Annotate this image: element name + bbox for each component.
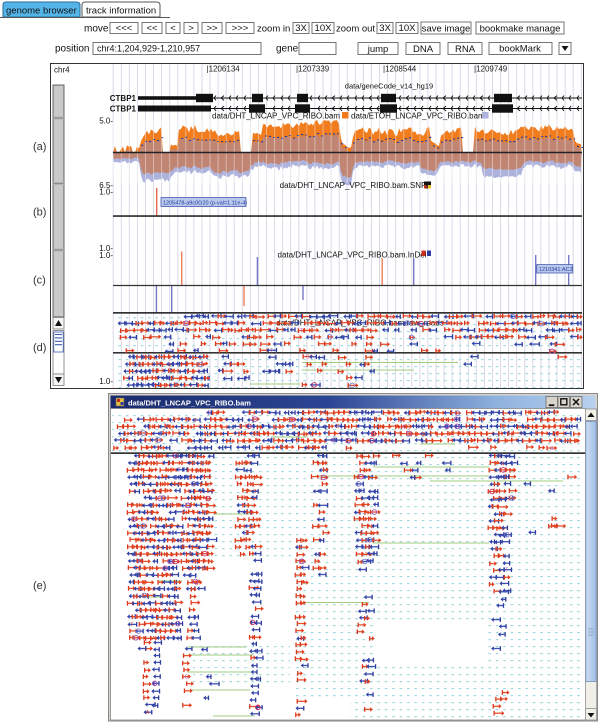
- svg-text:genome browser: genome browser: [6, 6, 77, 17]
- svg-text:G: G: [550, 446, 554, 452]
- svg-text:(c): (c): [33, 275, 46, 287]
- svg-text:<<<: <<<: [116, 23, 133, 34]
- svg-text:T: T: [477, 335, 480, 341]
- svg-text:A: A: [244, 461, 248, 467]
- svg-text:data/DHT_LNCAP_VPC_RIBO.bam.In: data/DHT_LNCAP_VPC_RIBO.bam.InDel: [278, 251, 427, 260]
- svg-text:DNA: DNA: [413, 44, 434, 55]
- svg-text:A: A: [146, 710, 150, 716]
- svg-text:3X: 3X: [379, 23, 391, 34]
- svg-text:1.0-: 1.0-: [99, 188, 113, 197]
- svg-text:(e): (e): [33, 580, 46, 592]
- svg-text:chr4:1,204,929-1,210,957: chr4:1,204,929-1,210,957: [97, 44, 200, 54]
- svg-text:C: C: [154, 681, 158, 687]
- svg-text:T: T: [365, 552, 368, 558]
- svg-text:CTBP1: CTBP1: [110, 105, 137, 114]
- svg-text:5.0-: 5.0-: [99, 117, 113, 126]
- svg-text:G: G: [331, 438, 335, 444]
- svg-text:A: A: [207, 524, 211, 530]
- svg-text:bookMark: bookMark: [499, 44, 541, 55]
- svg-text:1.0-: 1.0-: [99, 244, 113, 253]
- svg-text:A: A: [328, 417, 332, 423]
- svg-text:1210341:AC3: 1210341:AC3: [539, 267, 573, 273]
- svg-text:(b): (b): [33, 207, 46, 219]
- svg-text:T: T: [178, 468, 181, 474]
- svg-text:G: G: [207, 411, 211, 417]
- svg-text:zoom in: zoom in: [257, 24, 290, 35]
- svg-text:T: T: [130, 622, 133, 628]
- svg-text:C: C: [306, 355, 310, 361]
- svg-text:data/DHT_LNCAP_VPC_RIBO.bam: data/DHT_LNCAP_VPC_RIBO.bam: [128, 398, 251, 407]
- svg-text:A: A: [138, 559, 142, 565]
- svg-text:chr4: chr4: [54, 66, 70, 75]
- svg-text:10X: 10X: [399, 23, 417, 34]
- svg-text:10X: 10X: [315, 23, 333, 34]
- svg-text:T: T: [270, 348, 273, 354]
- svg-text:>>>: >>>: [232, 23, 249, 34]
- svg-text:A: A: [198, 469, 202, 475]
- svg-text:<: <: [170, 23, 176, 34]
- svg-text:T: T: [395, 453, 398, 459]
- svg-text:A: A: [152, 636, 156, 642]
- svg-text:C: C: [185, 675, 189, 681]
- svg-text:T: T: [505, 568, 508, 574]
- svg-text:move: move: [84, 24, 109, 35]
- svg-text:position: position: [55, 44, 89, 55]
- svg-text:CTBP1: CTBP1: [110, 94, 137, 103]
- svg-text:|1206134: |1206134: [207, 65, 241, 74]
- svg-text:data/geneCode_v14_hg19: data/geneCode_v14_hg19: [345, 82, 433, 91]
- svg-text:3X: 3X: [295, 23, 307, 34]
- svg-text:track information: track information: [86, 6, 156, 17]
- svg-text:bookmake manage: bookmake manage: [480, 24, 561, 35]
- svg-text:data/ETOH_LNCAP_VPC_RIBO.bam: data/ETOH_LNCAP_VPC_RIBO.bam: [351, 112, 485, 121]
- svg-text:zoom out: zoom out: [336, 24, 375, 35]
- svg-text:1.0-: 1.0-: [99, 251, 113, 260]
- svg-text:C: C: [389, 315, 393, 321]
- svg-text:|1207339: |1207339: [296, 65, 330, 74]
- svg-text:RNA: RNA: [455, 44, 476, 55]
- svg-text:|1209749: |1209749: [474, 65, 508, 74]
- svg-text:6.5-: 6.5-: [99, 181, 113, 190]
- svg-text:jump: jump: [367, 44, 389, 55]
- svg-text:<<: <<: [146, 23, 158, 34]
- svg-text:C: C: [336, 424, 340, 430]
- svg-text:T: T: [300, 329, 303, 335]
- svg-text:A: A: [402, 425, 406, 431]
- svg-text:>: >: [188, 23, 194, 34]
- svg-text:G: G: [407, 425, 411, 431]
- svg-text:T: T: [194, 418, 197, 424]
- svg-text:>>: >>: [206, 23, 218, 34]
- svg-text:T: T: [423, 410, 426, 416]
- svg-text:C: C: [287, 417, 291, 423]
- svg-text:data/DHT_LNCAP_VPC_RIBO.bam.SN: data/DHT_LNCAP_VPC_RIBO.bam.SNPs: [280, 181, 431, 190]
- svg-text:1.0-: 1.0-: [99, 377, 113, 386]
- svg-text:|1208544: |1208544: [383, 65, 417, 74]
- svg-text:save image: save image: [422, 24, 471, 35]
- svg-text:(a): (a): [33, 141, 46, 153]
- svg-text:data/DHT_LNCAP_VPC_RIBO.bam: data/DHT_LNCAP_VPC_RIBO.bam: [212, 112, 340, 121]
- svg-text:(d): (d): [33, 342, 46, 354]
- svg-text:gene: gene: [276, 44, 299, 55]
- svg-text:1205478-a9c0G20 (p-val=1.11e-4: 1205478-a9c0G20 (p-val=1.11e-4): [163, 200, 247, 206]
- svg-text:G: G: [421, 432, 425, 438]
